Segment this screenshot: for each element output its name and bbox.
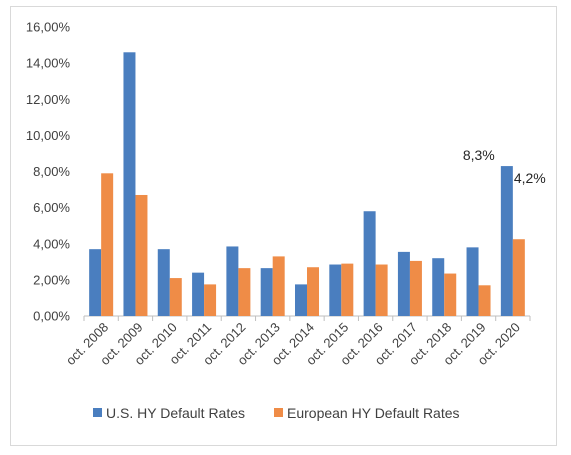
europe-bar — [238, 268, 251, 316]
us-bar — [157, 249, 170, 316]
us-bar — [397, 251, 410, 316]
y-tick-label: 10,00% — [26, 128, 71, 143]
y-tick-label: 8,00% — [33, 164, 70, 179]
bars — [89, 52, 525, 316]
y-tick-label: 6,00% — [33, 200, 70, 215]
europe-bar — [272, 256, 285, 316]
y-tick-label: 14,00% — [26, 56, 71, 71]
us-bar — [192, 272, 205, 316]
legend-label-europe: European HY Default Rates — [287, 405, 460, 421]
data-label: 4,2% — [514, 170, 546, 186]
legend-swatch-europe — [274, 408, 283, 417]
us-bar — [89, 249, 102, 316]
y-axis: 0,00% 2,00% 4,00% 6,00% 8,00% 10,00% 12,00% 14,… — [26, 20, 71, 324]
y-tick-label: 2,00% — [33, 272, 70, 287]
europe-bar — [341, 263, 354, 316]
us-bar — [363, 211, 376, 316]
us-bar — [500, 166, 513, 316]
us-bar — [466, 247, 479, 316]
europe-bar — [478, 285, 491, 316]
legend-label-us: U.S. HY Default Rates — [106, 405, 245, 421]
europe-bar — [204, 284, 217, 316]
europe-bar — [512, 239, 525, 316]
y-tick-label: 0,00% — [33, 309, 70, 324]
legend: U.S. HY Default Rates European HY Default… — [93, 405, 460, 421]
y-tick-label: 16,00% — [26, 20, 71, 35]
us-bar — [329, 264, 342, 316]
us-bar — [260, 268, 273, 316]
data-labels: 8,3% 4,2% — [463, 147, 546, 186]
y-tick-label: 4,00% — [33, 236, 70, 251]
europe-bar — [135, 194, 148, 316]
europe-bar — [101, 173, 114, 316]
europe-bar — [307, 267, 319, 316]
europe-bar — [444, 273, 457, 316]
us-bar — [123, 52, 136, 316]
us-bar — [295, 284, 307, 316]
europe-bar — [375, 264, 388, 316]
europe-bar — [409, 260, 422, 316]
us-bar — [226, 246, 239, 316]
us-bar — [432, 258, 445, 316]
legend-swatch-us — [93, 408, 102, 417]
data-label: 8,3% — [463, 147, 495, 163]
europe-bar — [169, 278, 182, 316]
y-tick-label: 12,00% — [26, 92, 71, 107]
